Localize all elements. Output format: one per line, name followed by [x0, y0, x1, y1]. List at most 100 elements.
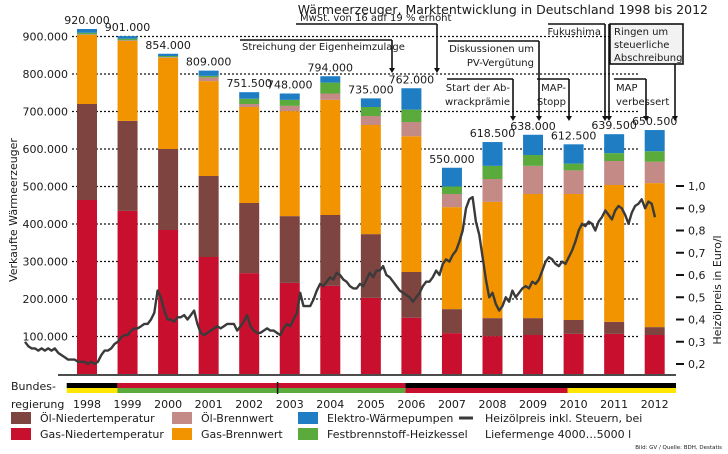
y-tick-label: 900.000: [23, 31, 69, 44]
bar-segment: [563, 320, 584, 334]
bar-segment: [198, 257, 219, 374]
annotation-text: Stopp: [537, 97, 566, 108]
bar-segment: [279, 105, 300, 112]
y-tick-label: 100.000: [23, 331, 69, 344]
bar-segment: [441, 186, 462, 194]
government-period-bottom: [405, 388, 568, 393]
bar-total-label: 612.500: [551, 129, 597, 142]
bar-segment: [117, 41, 138, 121]
legend-swatch: [172, 412, 192, 424]
bar-total-label: 854.000: [145, 39, 191, 52]
bar-segment: [604, 321, 625, 334]
bar-2010: [563, 144, 584, 374]
bar-segment: [644, 161, 665, 184]
government-period-bottom: [117, 388, 278, 393]
y2-tick-label: 1,0: [688, 180, 706, 193]
bar-segment: [401, 317, 422, 374]
arrow-head: [606, 116, 612, 121]
bar-segment: [482, 165, 503, 179]
gridlines: [72, 35, 640, 338]
legend-item: Öl-Brennwert: [172, 412, 274, 425]
bar-segment: [360, 234, 381, 298]
bar-total-label: 751.500: [226, 77, 272, 90]
government-label-line1: Bundes-: [11, 380, 56, 393]
arrow-head: [510, 116, 516, 121]
legend-swatch: [298, 412, 318, 424]
bar-total-label: 639.500: [591, 119, 637, 132]
annotation-text: Start der Ab-: [446, 83, 511, 94]
bar-segment: [523, 194, 544, 319]
legend-label: Gas-Niedertemperatur: [40, 428, 164, 441]
bar-segment: [279, 282, 300, 374]
x-tick-label: 2008: [479, 398, 507, 411]
bar-total-label: 762.000: [389, 73, 435, 86]
bar-segment: [482, 142, 503, 166]
oil-price-line: [24, 195, 657, 366]
bar-segment: [320, 99, 341, 215]
government-period-top: [117, 383, 278, 388]
bar-segment: [644, 130, 665, 152]
y2-tick-label: 0,6: [688, 269, 706, 282]
bar-segment: [320, 82, 341, 94]
y-tick-label: 500.000: [23, 181, 69, 194]
annotation-text: Ringen um: [614, 27, 668, 38]
legend-item: Elektro-Wärmepumpen: [298, 412, 453, 425]
bar-segment: [77, 32, 97, 35]
x-tick-label: 1999: [114, 398, 142, 411]
bar-total-label: 618.500: [470, 127, 516, 140]
bar-2008: [482, 142, 503, 374]
bar-segment: [158, 53, 179, 56]
bar-segment: [563, 144, 584, 164]
x-tick-label: 2007: [438, 398, 466, 411]
annotation-boxed: Ringen um steuerliche Abschreibung: [606, 23, 684, 121]
bar-segment: [77, 35, 97, 104]
legend-label: Heizölpreis inkl. Steuern, bei: [485, 412, 642, 425]
chart-title: Wärmeerzeuger, Marktentwicklung in Deuts…: [298, 2, 708, 17]
government-period-top: [567, 383, 676, 388]
y2-tick-label: 0,2: [688, 358, 706, 371]
y2-tick-label: 0,9: [688, 202, 706, 215]
bar-segment: [604, 333, 625, 374]
bar-segment: [198, 77, 219, 82]
bar-segment: [117, 36, 138, 39]
legend: Öl-Niedertemperatur Gas-Niedertemperatur Ö…: [11, 412, 642, 441]
bar-total-label: 550.000: [429, 153, 475, 166]
bar-segment: [523, 155, 544, 166]
x-tick-label: 2012: [641, 398, 669, 411]
y-axis-right: 0,2 0,3 0,4 0,5 0,6 0,7 0,8 0,9 1,0: [676, 180, 706, 371]
government-period-top: [405, 383, 568, 388]
bar-segment: [482, 318, 503, 337]
bar-segment: [117, 38, 138, 41]
bar-segment: [77, 200, 97, 374]
arrow-head: [566, 116, 572, 121]
y2-tick-label: 0,3: [688, 336, 706, 349]
y-axis-left: 100.000 200.000 300.000 400.000 500.000 600.0…: [23, 31, 69, 344]
legend-item: Gas-Brennwert: [172, 428, 283, 441]
bar-segment: [239, 104, 260, 107]
bar-segment: [77, 104, 97, 200]
x-tick-label: 2006: [397, 398, 425, 411]
x-tick-label: 1998: [73, 398, 101, 411]
legend-label-line2: Liefermenge 4000…5000 l: [485, 428, 631, 441]
bar-2003: [279, 93, 300, 374]
bar-2006: [401, 88, 422, 374]
bar-segment: [563, 163, 584, 171]
bar-segment: [320, 76, 341, 83]
y2-axis-label: Heizölpreis in Euro/l: [711, 235, 724, 344]
bar-2009: [523, 134, 544, 374]
legend-item: Öl-Niedertemperatur: [11, 412, 155, 425]
annotation-text: Diskussionen um: [449, 44, 534, 55]
annotation: Streichung der Eigenheimzulage: [240, 39, 405, 73]
bar-segment: [239, 98, 260, 104]
bar-segment: [320, 215, 341, 286]
y2-tick-label: 0,8: [688, 225, 706, 238]
government-period-bottom: [277, 388, 406, 393]
bar-segment: [563, 194, 584, 320]
bar-segment: [604, 161, 625, 185]
bar-segment: [320, 93, 341, 100]
bar-segment: [117, 210, 138, 374]
bar-segment: [523, 335, 544, 374]
bar-segment: [604, 185, 625, 322]
arrow-head: [434, 68, 440, 73]
